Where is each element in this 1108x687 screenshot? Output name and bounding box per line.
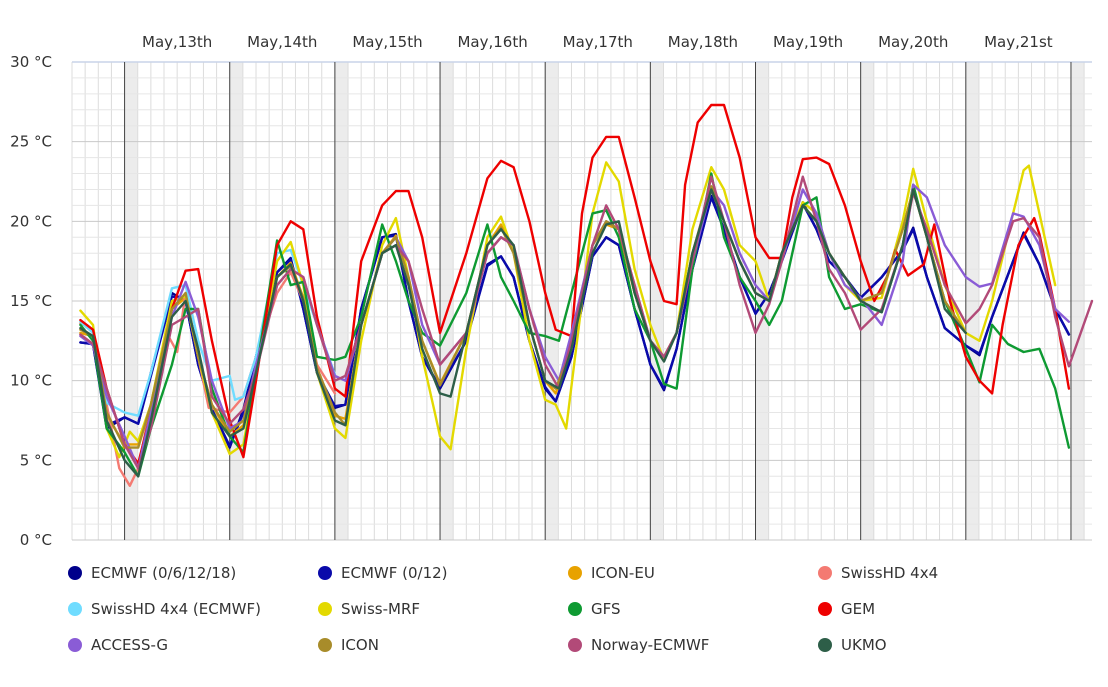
legend-label: ECMWF (0/12) <box>341 564 448 582</box>
legend-item[interactable]: GFS <box>568 600 621 618</box>
y-tick-label: 30 °C <box>10 53 52 71</box>
legend-marker <box>68 638 82 652</box>
legend-label: SwissHD 4x4 <box>841 564 939 582</box>
temperature-chart: 0 °C 5 °C 10 °C 15 °C 20 °C 25 °C 30 °C May,13… <box>10 33 1094 545</box>
legend-marker <box>318 566 332 580</box>
legend: ECMWF (0/6/12/18) ECMWF (0/12) ICON-EU Swis… <box>0 556 1108 676</box>
series-line-gem <box>79 103 1071 465</box>
x-day-label: May,16th <box>457 33 527 51</box>
day-separator-lines <box>124 62 1072 540</box>
legend-marker <box>318 638 332 652</box>
legend-marker <box>568 638 582 652</box>
legend-item[interactable]: Swiss-MRF <box>318 600 420 618</box>
legend-label: ECMWF (0/6/12/18) <box>91 564 237 582</box>
legend-item[interactable]: ECMWF (0/12) <box>318 564 448 582</box>
x-day-label: May,14th <box>247 33 317 51</box>
y-tick-label: 10 °C <box>10 372 52 390</box>
x-day-label: May,15th <box>352 33 422 51</box>
legend-label: Norway-ECMWF <box>591 636 710 654</box>
y-tick-label: 20 °C <box>10 212 52 230</box>
legend-item[interactable]: ACCESS-G <box>68 636 168 654</box>
y-tick-label: 0 °C <box>20 531 52 545</box>
legend-item[interactable]: UKMO <box>818 636 887 654</box>
legend-item[interactable]: SwissHD 4x4 <box>818 564 938 582</box>
legend-item[interactable]: ICON <box>318 636 379 654</box>
x-day-label: May,19th <box>773 33 843 51</box>
legend-label: UKMO <box>841 636 887 654</box>
legend-marker <box>568 566 582 580</box>
legend-marker <box>818 602 832 616</box>
series-lines <box>79 103 1094 487</box>
x-day-label: May,20th <box>878 33 948 51</box>
x-axis-day-labels: May,13th May,14th May,15th May,16th May,17th… <box>142 33 1053 51</box>
x-day-label: May,21st <box>984 33 1053 51</box>
legend-marker <box>68 602 82 616</box>
series-line-ukmo <box>79 188 967 478</box>
legend-label: SwissHD 4x4 (ECMWF) <box>91 600 261 618</box>
legend-item[interactable]: SwissHD 4x4 (ECMWF) <box>68 600 261 618</box>
legend-marker <box>568 602 582 616</box>
legend-label: ICON <box>341 636 379 654</box>
y-axis-labels: 0 °C 5 °C 10 °C 15 °C 20 °C 25 °C 30 °C <box>10 53 52 545</box>
x-day-label: May,18th <box>668 33 738 51</box>
y-tick-label: 15 °C <box>10 292 52 310</box>
legend-label: GEM <box>841 600 876 618</box>
x-day-label: May,13th <box>142 33 212 51</box>
legend-label: Swiss-MRF <box>341 600 420 618</box>
legend-marker <box>68 566 82 580</box>
legend-marker <box>818 638 832 652</box>
legend-item[interactable]: ECMWF (0/6/12/18) <box>68 564 236 582</box>
legend-item[interactable]: GEM <box>818 600 875 618</box>
legend-item[interactable]: Norway-ECMWF <box>568 636 709 654</box>
legend-marker <box>818 566 832 580</box>
y-tick-label: 5 °C <box>20 451 52 469</box>
legend-label: ICON-EU <box>591 564 655 582</box>
legend-marker <box>318 602 332 616</box>
y-tick-label: 25 °C <box>10 133 52 151</box>
x-day-label: May,17th <box>563 33 633 51</box>
legend-item[interactable]: ICON-EU <box>568 564 655 582</box>
legend-label: GFS <box>591 600 621 618</box>
legend-label: ACCESS-G <box>91 636 169 654</box>
